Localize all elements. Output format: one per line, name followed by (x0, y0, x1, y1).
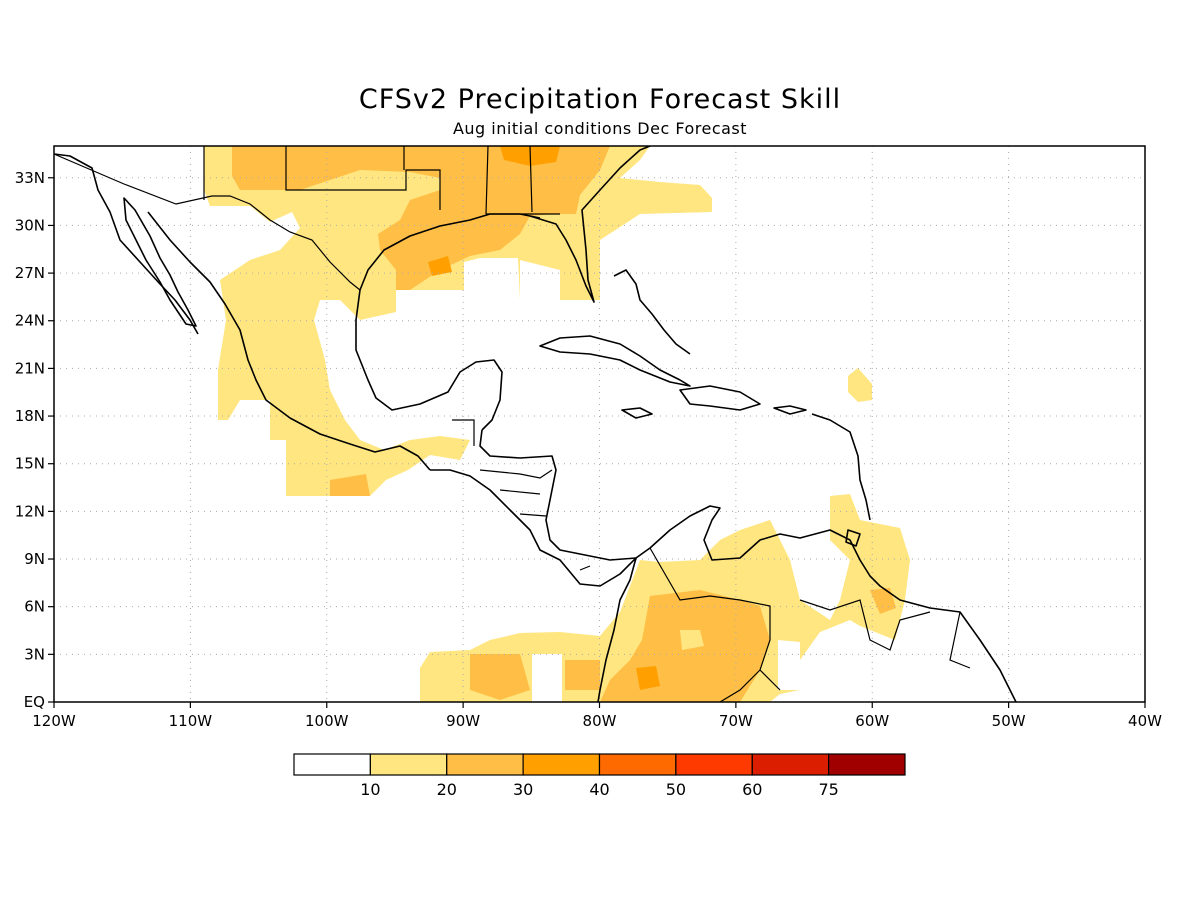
florida-coast (529, 146, 651, 303)
us-mexico-border (54, 153, 361, 291)
map-content (54, 146, 1145, 702)
shade2-pacific-strip (470, 654, 530, 700)
y-tick-label: 9N (24, 550, 45, 568)
colorbar-label: 30 (513, 780, 533, 799)
shade2-mexico-pacific (330, 474, 370, 496)
puerto-rico (773, 405, 807, 415)
shade2-caribbean-strip (565, 660, 600, 690)
gulf-of-mexico-coast (355, 219, 503, 431)
y-tick-label: 30N (15, 216, 45, 234)
y-tick-label: 6N (24, 598, 45, 616)
baja-peninsula (123, 197, 197, 327)
hole-venezuela (778, 640, 800, 690)
colorbar-swatch (675, 753, 753, 776)
colorbar: 10 20 30 40 50 60 75 (293, 753, 906, 799)
chart-subtitle: Aug initial conditions Dec Forecast (452, 119, 748, 138)
colorbar-swatch (293, 753, 371, 776)
y-tick-label: 15N (15, 455, 45, 473)
colorbar-label: 10 (360, 780, 380, 799)
cuba (539, 335, 691, 387)
hole-gulf (520, 260, 560, 302)
y-tick-label: 12N (15, 502, 45, 520)
colorbar-label: 50 (666, 780, 686, 799)
hole-caribbean-coast (532, 654, 562, 702)
hole-colombia (680, 630, 704, 650)
central-america-pacific (430, 469, 637, 587)
y-tick-label: 18N (15, 407, 45, 425)
central-america-borders (452, 419, 971, 702)
no-skill-holes (520, 260, 800, 702)
x-tick-label: 60W (855, 712, 889, 730)
antilles-arc (811, 413, 871, 521)
x-tick-label: 120W (32, 712, 76, 730)
chart-title: CFSv2 Precipitation Forecast Skill (358, 84, 842, 115)
y-tick-label: 21N (15, 359, 45, 377)
us-state-lines (203, 146, 560, 215)
x-axis-ticks: 120W 110W 100W 90W 80W 70W 60W 50W 40W (32, 702, 1162, 730)
colorbar-swatch (751, 753, 830, 776)
shade2-guyana (870, 588, 896, 614)
jamaica (621, 407, 653, 419)
x-tick-label: 110W (169, 712, 213, 730)
y-tick-label: 3N (24, 645, 45, 663)
colorbar-label: 75 (818, 780, 838, 799)
x-tick-label: 50W (992, 712, 1026, 730)
colorbar-swatch (828, 753, 906, 776)
shade3-colombia-blob (636, 666, 660, 690)
x-tick-label: 40W (1128, 712, 1162, 730)
south-america-pacific (597, 557, 637, 702)
y-tick-label: 24N (15, 312, 45, 330)
colorbar-swatch (598, 753, 677, 776)
colorbar-swatch (446, 753, 524, 776)
y-tick-label: 27N (15, 264, 45, 282)
country-borders (54, 146, 971, 702)
x-tick-label: 70W (719, 712, 753, 730)
mexico-pacific-coast (147, 211, 431, 471)
bahamas (613, 269, 691, 355)
colorbar-label: 40 (589, 780, 609, 799)
x-tick-label: 100W (305, 712, 349, 730)
y-tick-label: 33N (15, 169, 45, 187)
y-axis-ticks: EQ 3N 6N 9N 12N 15N 18N 21N 24N 27N 30N 33N (15, 169, 54, 711)
coastlines (54, 146, 1017, 702)
shade-lesser-antilles (848, 368, 872, 402)
trinidad (845, 529, 861, 547)
colorbar-label: 60 (742, 780, 762, 799)
mexico-baja-coast (54, 153, 199, 335)
hispaniola (679, 385, 761, 411)
shade2-usa (232, 146, 610, 290)
shade3-gulf-blob (428, 256, 452, 276)
colorbar-swatch (522, 753, 601, 776)
x-tick-label: 80W (583, 712, 617, 730)
y-tick-label: EQ (24, 693, 45, 711)
x-tick-label: 90W (446, 712, 480, 730)
colorbar-swatch (369, 753, 448, 776)
colorbar-label: 20 (437, 780, 457, 799)
central-america-caribbean (479, 429, 637, 561)
skill-shading-10-20 (204, 146, 910, 702)
